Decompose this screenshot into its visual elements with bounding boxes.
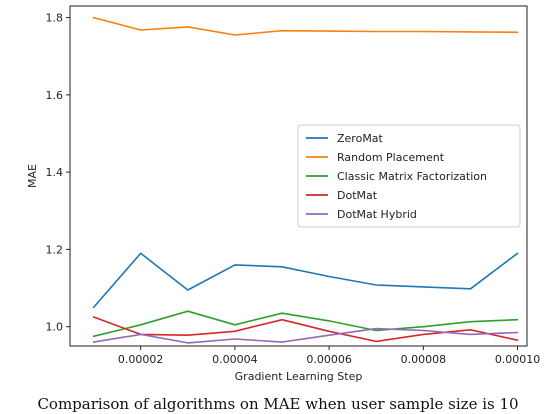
y-tick-label: 1.0 <box>46 321 64 334</box>
x-tick-label: 0.00006 <box>306 353 352 366</box>
y-axis-label: MAE <box>26 164 39 188</box>
chart: 0.00002 0.00004 0.00006 0.00008 0.00010 1.01… <box>26 5 540 383</box>
x-tick-label: 0.00004 <box>212 353 258 366</box>
series-layer <box>92 16 519 344</box>
x-tick-label: 0.00010 <box>495 353 541 366</box>
y-tick-label: 1.8 <box>46 12 64 25</box>
legend-entry-label: ZeroMat <box>337 132 384 145</box>
x-tick-label: 0.00008 <box>401 353 447 366</box>
y-tick-label: 1.6 <box>46 89 64 102</box>
y-axis-ticks: 1.0 1.2 1.4 1.6 1.8 <box>46 12 70 334</box>
y-tick-label: 1.4 <box>46 166 64 179</box>
legend-entry-label: DotMat <box>337 189 378 202</box>
series-line-classic-matrix-factorization <box>92 310 519 338</box>
legend-entry-label: Random Placement <box>337 151 445 164</box>
series-line-dotmat-hybrid <box>92 327 519 344</box>
series-line-zeromat <box>92 252 519 309</box>
legend-entry-label: DotMat Hybrid <box>337 208 417 221</box>
x-axis-label: Gradient Learning Step <box>235 370 363 383</box>
legend-box <box>297 124 521 228</box>
x-axis-ticks: 0.00002 0.00004 0.00006 0.00008 0.00010 <box>118 346 540 366</box>
legend-entry-label: Classic Matrix Factorization <box>337 170 487 183</box>
y-tick-label: 1.2 <box>46 243 64 256</box>
x-tick-label: 0.00002 <box>118 353 164 366</box>
figure-caption: Comparison of algorithms on MAE when use… <box>37 395 519 413</box>
legend: ZeroMat Random Placement Classic Matrix Fa… <box>297 124 521 228</box>
series-line-random-placement <box>92 16 519 36</box>
